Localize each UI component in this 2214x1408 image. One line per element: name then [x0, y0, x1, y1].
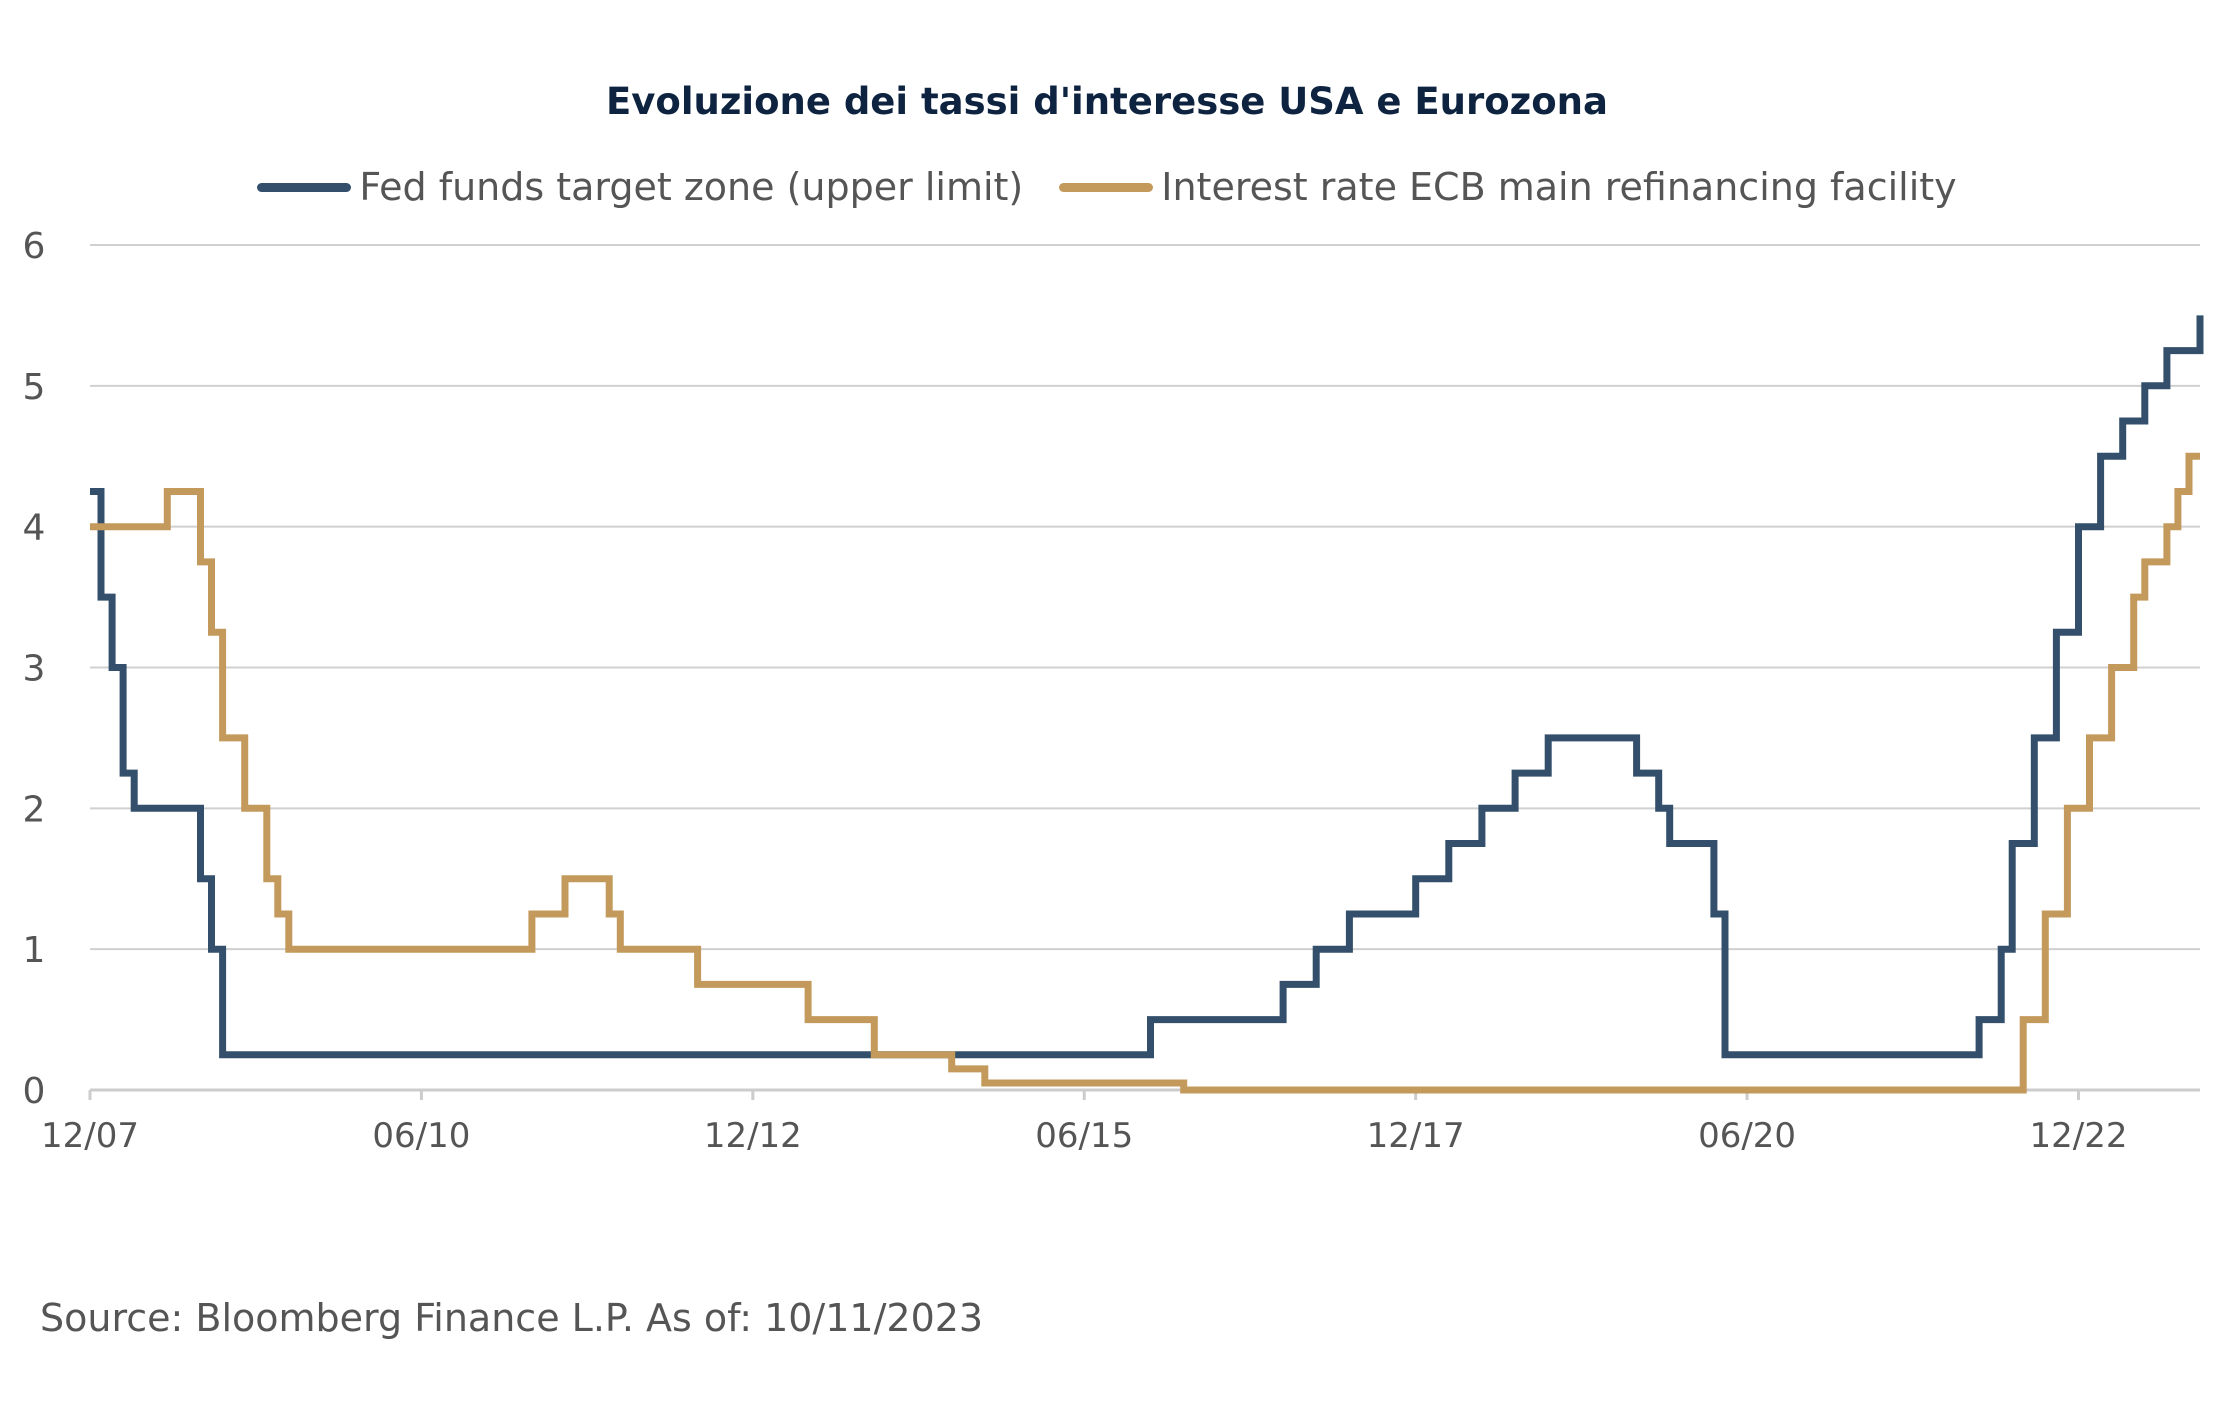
- x-tick-label-4: 12/17: [1367, 1116, 1465, 1156]
- chart-legend: Fed funds target zone (upper limit) Inte…: [0, 160, 2214, 214]
- x-tick-label-2: 12/12: [704, 1116, 802, 1156]
- y-tick-label-2: 2: [23, 789, 46, 830]
- y-tick-label-4: 4: [23, 508, 46, 549]
- y-tick-label-0: 0: [23, 1071, 46, 1112]
- x-tick-label-1: 06/10: [372, 1116, 470, 1156]
- legend-swatch-fed: [257, 182, 352, 192]
- legend-swatch-ecb: [1059, 182, 1154, 192]
- legend-label-fed: Fed funds target zone (upper limit): [359, 165, 1024, 209]
- x-tick-label-0: 12/07: [41, 1116, 139, 1156]
- legend-item-fed[interactable]: Fed funds target zone (upper limit): [257, 165, 1023, 209]
- series-line-1: [90, 452, 2200, 1094]
- y-tick-label-3: 3: [23, 649, 46, 690]
- chart-title: Evoluzione dei tassi d'interesse USA e E…: [606, 80, 1608, 123]
- y-tick-label-6: 6: [23, 226, 46, 267]
- series-line-0: [90, 315, 2204, 1059]
- y-tick-label-5: 5: [23, 367, 46, 408]
- y-tick-label-1: 1: [23, 930, 46, 971]
- source-note: Source: Bloomberg Finance L.P. As of: 10…: [40, 1296, 984, 1340]
- x-tick-label-3: 06/15: [1035, 1116, 1133, 1156]
- x-tick-label-6: 12/22: [2029, 1116, 2127, 1156]
- legend-item-ecb[interactable]: Interest rate ECB main refinancing facil…: [1059, 165, 1957, 209]
- x-tick-label-5: 06/20: [1698, 1116, 1796, 1156]
- legend-label-ecb: Interest rate ECB main refinancing facil…: [1161, 165, 1957, 209]
